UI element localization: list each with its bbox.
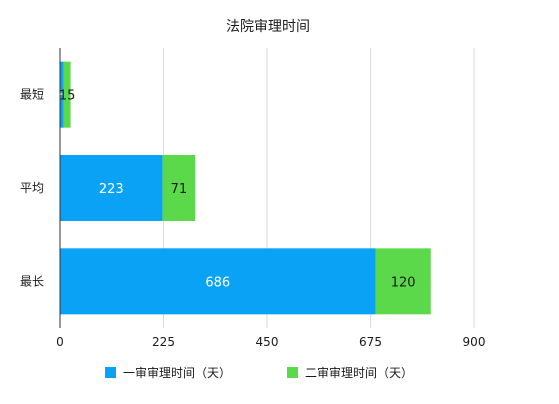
x-tick-label: 0: [56, 335, 64, 349]
chart-title: 法院审理时间: [226, 19, 310, 35]
bar-segment: [60, 61, 64, 128]
y-category-label: 最短: [20, 88, 44, 102]
x-tick-label: 450: [256, 335, 279, 349]
x-tick-label: 225: [152, 335, 175, 349]
bar-segment: [63, 61, 71, 128]
y-category-label: 最长: [20, 274, 44, 288]
legend-label: 二审审理时间（天）: [305, 365, 413, 380]
bars: 815 223 71 686 120: [58, 61, 431, 315]
bar-value-label: 686: [205, 275, 230, 290]
legend-label: 一审审理时间（天）: [123, 365, 231, 380]
y-category-label: 平均: [20, 181, 44, 195]
bar-value-label: 8: [58, 89, 66, 104]
bar-segment: [162, 155, 196, 221]
bar-segment: [60, 248, 376, 315]
bar-value-label: 120: [391, 275, 416, 290]
bar-value-label: 15: [59, 89, 76, 104]
bar-segment: [60, 155, 163, 221]
x-tick-label: 675: [359, 335, 382, 349]
legend-swatch: [287, 367, 298, 378]
bar-value-label: 223: [99, 182, 124, 197]
legend: 一审审理时间（天） 二审审理时间（天）: [105, 365, 413, 380]
x-tick-label: 900: [463, 335, 486, 349]
bar-segment: [375, 248, 431, 315]
bar-value-label: 71: [171, 182, 188, 197]
legend-swatch: [105, 367, 116, 378]
